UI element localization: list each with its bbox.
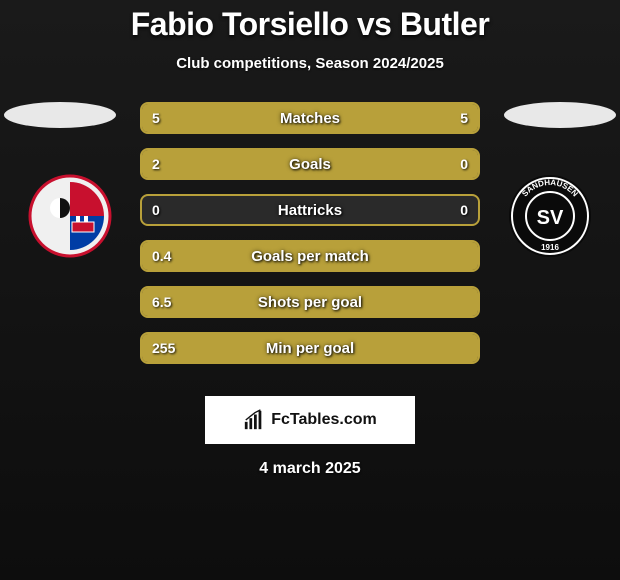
stat-row: 00Hattricks [140,194,480,226]
stat-row: 55Matches [140,102,480,134]
stat-label: Min per goal [142,334,478,362]
page-title: Fabio Torsiello vs Butler [0,6,620,43]
brand-box: FcTables.com [205,396,415,444]
date-text: 4 march 2025 [0,460,620,478]
stat-bars: 55Matches 20Goals 00Hattricks 0.4Goals per … [140,102,480,364]
club-logo-left [28,174,112,258]
svg-text:SV: SV [537,207,564,229]
brand-text: FcTables.com [271,411,377,429]
stat-label: Matches [142,104,478,132]
player-ellipse-right [504,102,616,128]
svg-text:1916: 1916 [541,243,559,252]
unterhaching-logo-icon [28,174,112,258]
stat-label: Shots per goal [142,288,478,316]
subtitle: Club competitions, Season 2024/2025 [0,55,620,72]
sandhausen-logo-icon: SV SANDHAUSEN 1916 [508,174,592,258]
comparison-panel: SV SANDHAUSEN 1916 55Matches 20Goals 00Hat… [0,102,620,382]
brand-chart-icon [243,409,265,431]
stat-row: 20Goals [140,148,480,180]
stat-row: 0.4Goals per match [140,240,480,272]
stat-label: Goals [142,150,478,178]
stat-label: Goals per match [142,242,478,270]
stat-label: Hattricks [142,196,478,224]
stat-row: 255Min per goal [140,332,480,364]
player-ellipse-left [4,102,116,128]
stat-row: 6.5Shots per goal [140,286,480,318]
club-logo-right: SV SANDHAUSEN 1916 [508,174,592,258]
